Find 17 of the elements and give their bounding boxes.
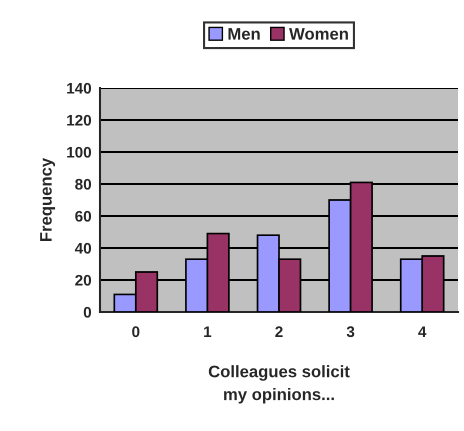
x-tick-label: 3 xyxy=(346,326,354,338)
x-tick-label: 1 xyxy=(204,326,212,337)
y-tick-label: 20 xyxy=(75,274,92,286)
y-tick-label: 0 xyxy=(84,306,92,318)
legend-label: Women xyxy=(289,28,348,40)
x-tick-label: 4 xyxy=(418,326,426,337)
y-tick-label: 100 xyxy=(67,146,92,158)
y-tick-label: 60 xyxy=(75,210,92,222)
y-axis-title: Frequency xyxy=(40,158,56,242)
x-tick-label: 2 xyxy=(275,326,283,337)
y-tick-label: 40 xyxy=(74,242,92,254)
x-axis-title: Colleagues solicit my opinions... xyxy=(208,365,350,404)
y-tick-label: 140 xyxy=(67,82,92,94)
legend-label: Men xyxy=(228,28,260,40)
y-tick-label: 120 xyxy=(67,114,92,126)
y-tick-label: 80 xyxy=(75,178,92,190)
x-tick-label: 0 xyxy=(132,326,140,338)
